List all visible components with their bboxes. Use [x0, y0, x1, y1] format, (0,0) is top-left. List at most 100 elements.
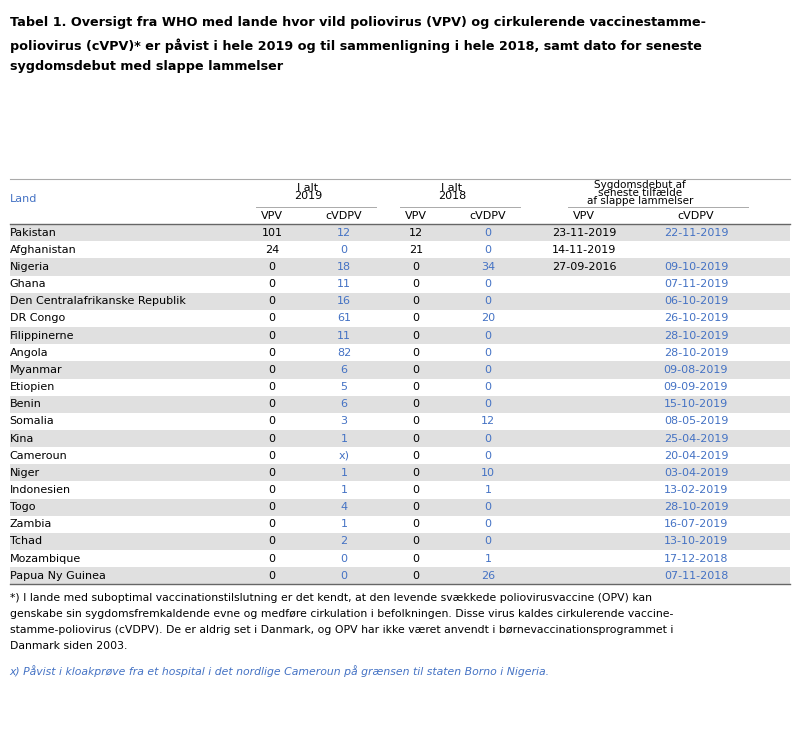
- Text: seneste tilfælde: seneste tilfælde: [598, 188, 682, 198]
- Text: 0: 0: [413, 553, 419, 564]
- Text: 13-02-2019: 13-02-2019: [664, 485, 728, 495]
- Text: 2019: 2019: [294, 191, 322, 201]
- Bar: [10, 361, 790, 379]
- Text: 17-12-2018: 17-12-2018: [664, 553, 728, 564]
- Text: 0: 0: [485, 245, 491, 255]
- Text: 0: 0: [269, 296, 275, 307]
- Text: 0: 0: [485, 537, 491, 547]
- Text: 0: 0: [269, 450, 275, 461]
- Text: 11: 11: [337, 331, 351, 341]
- Text: 0: 0: [413, 262, 419, 272]
- Text: 09-08-2019: 09-08-2019: [664, 365, 728, 375]
- Text: 0: 0: [269, 468, 275, 478]
- Text: Ghana: Ghana: [10, 279, 46, 289]
- Text: 0: 0: [485, 519, 491, 529]
- Text: Cameroun: Cameroun: [10, 450, 67, 461]
- Text: 0: 0: [413, 347, 419, 358]
- Text: 1: 1: [485, 485, 491, 495]
- Text: 4: 4: [341, 502, 347, 512]
- Text: Zambia: Zambia: [10, 519, 52, 529]
- Text: 0: 0: [413, 571, 419, 581]
- Text: 6: 6: [341, 399, 347, 410]
- Text: cVDPV: cVDPV: [470, 211, 506, 221]
- Text: 0: 0: [269, 382, 275, 392]
- Text: 0: 0: [269, 347, 275, 358]
- Text: 07-11-2019: 07-11-2019: [664, 279, 728, 289]
- Bar: [10, 413, 790, 430]
- Bar: [10, 396, 790, 413]
- Text: 0: 0: [269, 416, 275, 426]
- Text: 0: 0: [413, 450, 419, 461]
- Text: 16-07-2019: 16-07-2019: [664, 519, 728, 529]
- Text: 03-04-2019: 03-04-2019: [664, 468, 728, 478]
- Text: 0: 0: [413, 279, 419, 289]
- Text: 26-10-2019: 26-10-2019: [664, 313, 728, 323]
- Text: I alt: I alt: [298, 182, 318, 193]
- Text: Angola: Angola: [10, 347, 48, 358]
- Text: 21: 21: [409, 245, 423, 255]
- Text: Afghanistan: Afghanistan: [10, 245, 76, 255]
- Bar: [10, 567, 790, 584]
- Bar: [10, 550, 790, 567]
- Text: 0: 0: [269, 279, 275, 289]
- Bar: [10, 464, 790, 482]
- Text: 2: 2: [341, 537, 347, 547]
- Text: 07-11-2018: 07-11-2018: [664, 571, 728, 581]
- Text: 23-11-2019: 23-11-2019: [552, 228, 616, 238]
- Bar: [10, 533, 790, 550]
- Text: 09-09-2019: 09-09-2019: [664, 382, 728, 392]
- Text: 10: 10: [481, 468, 495, 478]
- Text: 1: 1: [341, 434, 347, 444]
- Text: 0: 0: [341, 553, 347, 564]
- Text: Somalia: Somalia: [10, 416, 54, 426]
- Text: 2018: 2018: [438, 191, 466, 201]
- Text: I alt: I alt: [442, 182, 462, 193]
- Bar: [10, 310, 790, 327]
- Text: 34: 34: [481, 262, 495, 272]
- Text: 5: 5: [341, 382, 347, 392]
- Text: 0: 0: [341, 571, 347, 581]
- Text: Myanmar: Myanmar: [10, 365, 62, 375]
- Text: sygdomsdebut med slappe lammelser: sygdomsdebut med slappe lammelser: [10, 60, 282, 73]
- Text: 101: 101: [262, 228, 282, 238]
- Text: 61: 61: [337, 313, 351, 323]
- Text: 0: 0: [269, 262, 275, 272]
- Text: 0: 0: [413, 313, 419, 323]
- Text: Danmark siden 2003.: Danmark siden 2003.: [10, 642, 127, 651]
- Text: VPV: VPV: [573, 211, 595, 221]
- Text: 0: 0: [413, 537, 419, 547]
- Text: Pakistan: Pakistan: [10, 228, 57, 238]
- Text: 26: 26: [481, 571, 495, 581]
- Bar: [10, 276, 790, 293]
- Text: 06-10-2019: 06-10-2019: [664, 296, 728, 307]
- Text: 15-10-2019: 15-10-2019: [664, 399, 728, 410]
- Bar: [10, 379, 790, 396]
- Text: 0: 0: [413, 485, 419, 495]
- Text: 13-10-2019: 13-10-2019: [664, 537, 728, 547]
- Text: 0: 0: [269, 399, 275, 410]
- Text: 0: 0: [341, 245, 347, 255]
- Text: Kina: Kina: [10, 434, 34, 444]
- Text: 1: 1: [341, 468, 347, 478]
- Text: Etiopien: Etiopien: [10, 382, 55, 392]
- Text: 0: 0: [413, 296, 419, 307]
- Bar: [10, 482, 790, 499]
- Text: 0: 0: [485, 347, 491, 358]
- Text: 16: 16: [337, 296, 351, 307]
- Text: 0: 0: [485, 434, 491, 444]
- Text: Nigeria: Nigeria: [10, 262, 50, 272]
- Text: 82: 82: [337, 347, 351, 358]
- Text: 0: 0: [413, 331, 419, 341]
- Bar: [10, 327, 790, 345]
- Text: 14-11-2019: 14-11-2019: [552, 245, 616, 255]
- Text: 25-04-2019: 25-04-2019: [664, 434, 728, 444]
- Text: 0: 0: [269, 485, 275, 495]
- Text: 11: 11: [337, 279, 351, 289]
- Text: 08-05-2019: 08-05-2019: [664, 416, 728, 426]
- Text: 0: 0: [413, 434, 419, 444]
- Text: 12: 12: [481, 416, 495, 426]
- Text: 0: 0: [413, 399, 419, 410]
- Text: genskabe sin sygdomsfremkaldende evne og medføre cirkulation i befolkningen. Dis: genskabe sin sygdomsfremkaldende evne og…: [10, 609, 673, 619]
- Text: Land: Land: [10, 194, 37, 204]
- Text: 0: 0: [269, 502, 275, 512]
